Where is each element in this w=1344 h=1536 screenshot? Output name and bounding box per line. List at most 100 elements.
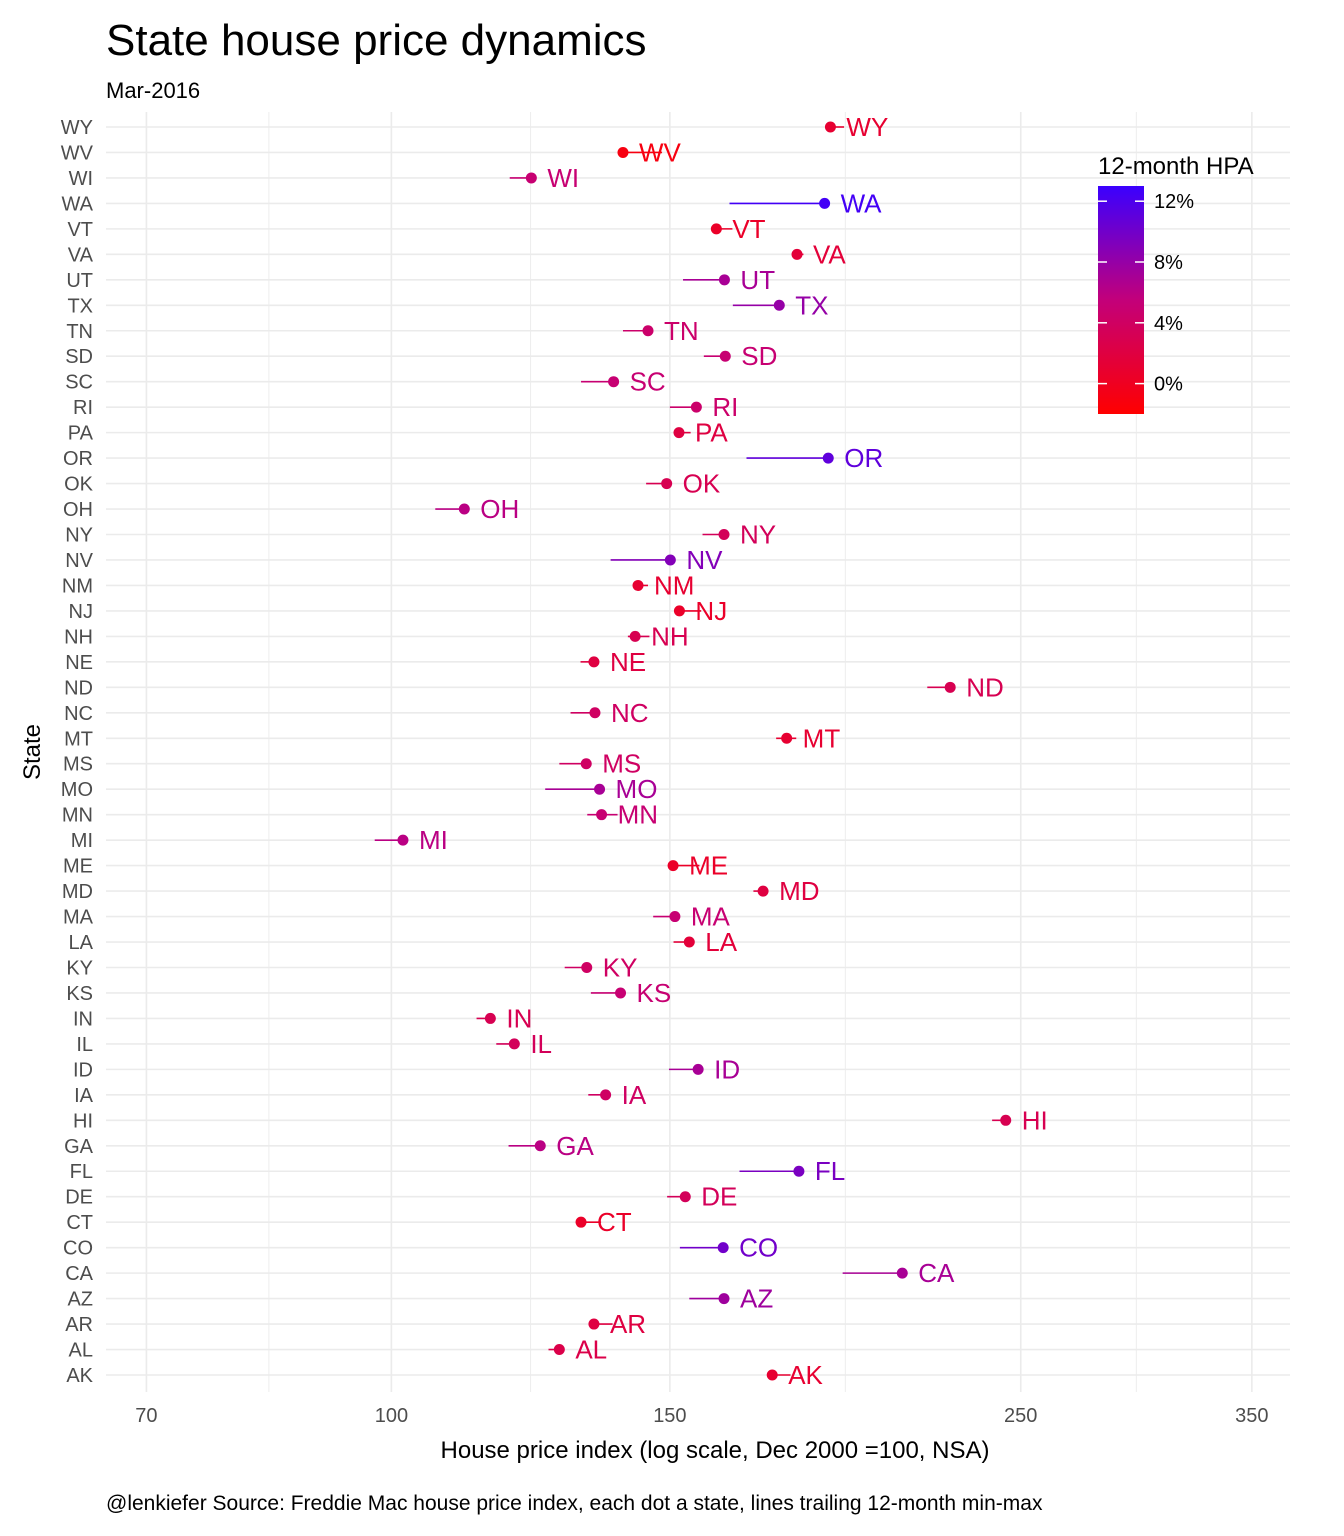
legend-tick-label: 8% — [1154, 252, 1183, 274]
point-mi — [397, 834, 409, 846]
y-tick-label: TN — [66, 321, 93, 343]
state-label-il: IL — [530, 1029, 552, 1059]
state-label-ma: MA — [691, 902, 731, 932]
x-axis-ticks: 70 100 150 250 350 — [135, 1405, 1268, 1427]
point-al — [553, 1344, 565, 1356]
state-label-mo: MO — [616, 774, 658, 804]
state-label-wa: WA — [841, 188, 883, 218]
point-ia — [600, 1089, 612, 1101]
y-tick-label: IN — [73, 1008, 93, 1030]
y-tick-label: VT — [67, 219, 93, 241]
point-ca — [896, 1267, 908, 1279]
state-label-sd: SD — [741, 341, 777, 371]
state-label-mi: MI — [419, 825, 448, 855]
state-label-wy: WY — [846, 112, 888, 142]
point-ma — [669, 911, 681, 923]
x-tick-label: 350 — [1235, 1405, 1268, 1427]
y-tick-label: AK — [66, 1365, 93, 1387]
y-tick-label: MT — [64, 728, 93, 750]
point-wy — [824, 121, 836, 133]
y-tick-label: CO — [63, 1238, 93, 1260]
state-label-ia: IA — [622, 1080, 647, 1110]
point-nv — [664, 554, 676, 566]
point-va — [791, 248, 803, 260]
point-md — [757, 885, 769, 897]
y-tick-label: MO — [61, 779, 93, 801]
state-label-sc: SC — [630, 367, 666, 397]
legend: 12-month HPA 0% 4% 8% 12% — [1098, 153, 1254, 414]
state-label-nh: NH — [651, 621, 689, 651]
x-tick-label: 150 — [653, 1405, 686, 1427]
state-label-id: ID — [714, 1054, 740, 1084]
state-label-al: AL — [575, 1335, 607, 1365]
y-axis-ticks: AK AL AR AZ CA CO CT DE FL GA HI IA ID IL IN KS KY LA MA MD… — [61, 117, 94, 1387]
point-id — [692, 1063, 704, 1075]
point-vt — [710, 223, 722, 235]
caption: @lenkiefer Source: Freddie Mac house pri… — [106, 1492, 1043, 1515]
point-mn — [596, 809, 608, 821]
y-tick-label: VA — [68, 244, 94, 266]
point-ks — [615, 987, 627, 999]
point-or — [822, 452, 834, 464]
state-label-nv: NV — [686, 545, 723, 575]
y-tick-label: CA — [65, 1263, 93, 1285]
y-tick-label: MN — [62, 805, 93, 827]
y-tick-label: NV — [65, 550, 93, 572]
y-tick-label: MD — [62, 881, 93, 903]
state-label-or: OR — [844, 443, 883, 473]
state-label-ut: UT — [740, 265, 775, 295]
point-ok — [661, 478, 673, 490]
y-tick-label: KY — [66, 957, 93, 979]
state-label-nm: NM — [654, 570, 694, 600]
point-la — [683, 936, 695, 948]
point-oh — [458, 503, 470, 515]
point-wv — [617, 146, 629, 158]
point-wi — [525, 172, 537, 184]
legend-tick-label: 4% — [1154, 313, 1183, 335]
y-tick-label: ID — [73, 1059, 93, 1081]
point-wa — [819, 197, 831, 209]
x-tick-label: 250 — [1004, 1405, 1037, 1427]
state-label-mt: MT — [803, 723, 841, 753]
legend-tick-label: 12% — [1154, 191, 1194, 213]
point-nm — [632, 579, 644, 591]
y-axis-title: State — [19, 724, 46, 780]
point-fl — [793, 1165, 805, 1177]
y-tick-label: WI — [69, 168, 93, 190]
legend-colorbar — [1098, 186, 1144, 414]
y-tick-label: ME — [63, 856, 93, 878]
point-nj — [673, 605, 685, 617]
state-label-me: ME — [689, 851, 728, 881]
point-nc — [589, 707, 601, 719]
point-co — [717, 1242, 729, 1254]
x-axis-title: House price index (log scale, Dec 2000 =… — [441, 1437, 990, 1464]
state-label-md: MD — [779, 876, 819, 906]
point-sd — [719, 350, 731, 362]
y-tick-label: OK — [64, 474, 94, 496]
state-label-tn: TN — [664, 316, 699, 346]
point-mt — [781, 732, 793, 744]
y-tick-label: LA — [69, 932, 94, 954]
state-label-ri: RI — [712, 392, 738, 422]
point-ri — [690, 401, 702, 413]
y-tick-label: AR — [65, 1314, 93, 1336]
x-tick-label: 70 — [135, 1405, 157, 1427]
y-tick-label: MA — [63, 907, 94, 929]
y-tick-label: NH — [64, 626, 93, 648]
state-label-va: VA — [813, 239, 846, 269]
point-nh — [629, 630, 641, 642]
legend-tick-label: 0% — [1154, 374, 1183, 396]
state-label-ne: NE — [610, 647, 646, 677]
state-label-nj: NJ — [695, 596, 727, 626]
point-az — [718, 1293, 730, 1305]
state-label-oh: OH — [480, 494, 519, 524]
point-ky — [581, 961, 593, 973]
y-tick-label: KS — [66, 983, 93, 1005]
y-tick-label: RI — [73, 397, 93, 419]
state-label-de: DE — [701, 1182, 737, 1212]
state-label-la: LA — [705, 927, 737, 957]
y-tick-label: ND — [64, 677, 93, 699]
state-label-ms: MS — [602, 749, 641, 779]
y-tick-label: DE — [65, 1187, 93, 1209]
